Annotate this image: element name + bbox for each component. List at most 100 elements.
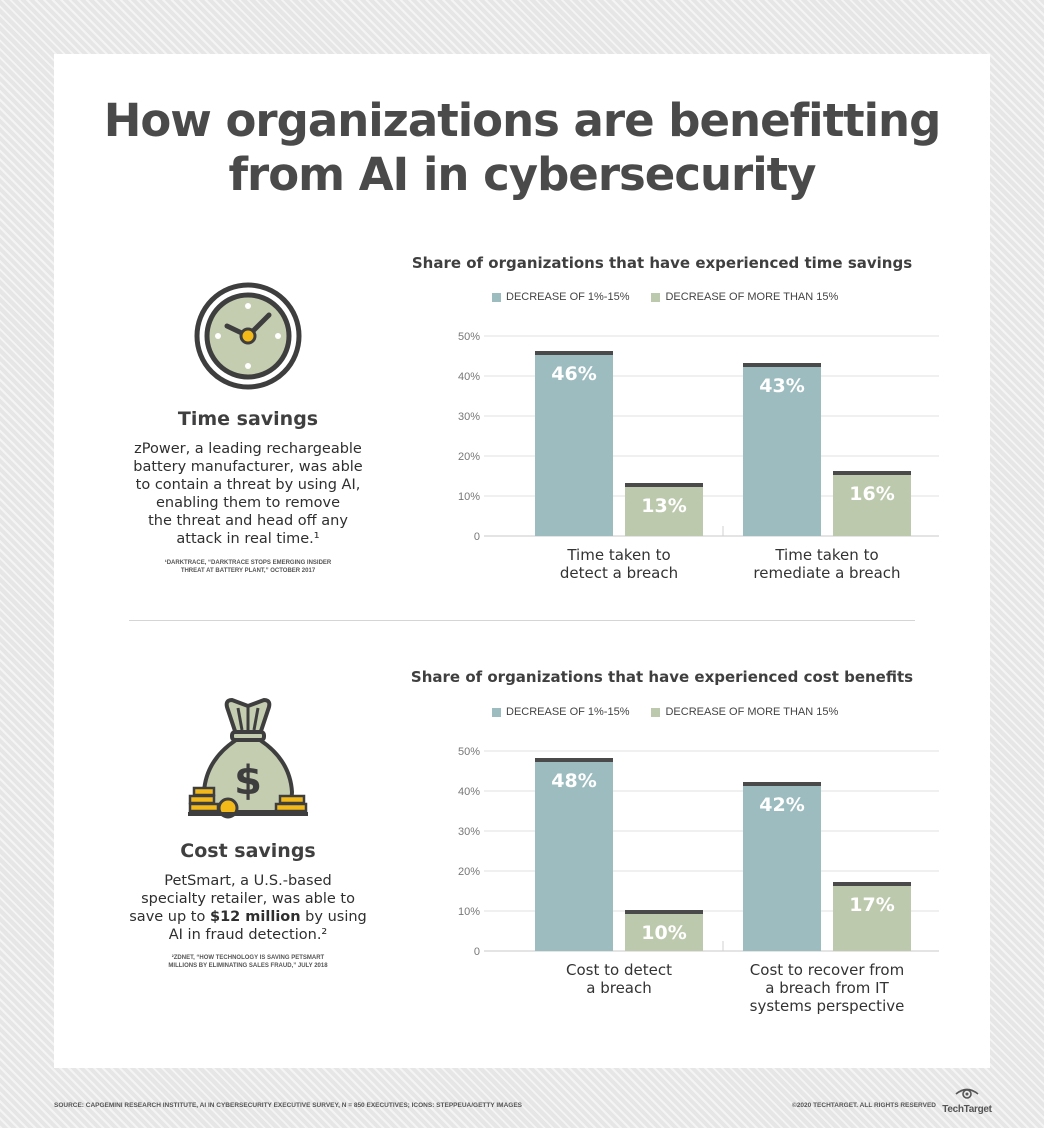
bar-cap [743, 782, 821, 786]
legend-swatch-series-2 [651, 292, 661, 302]
category-label: detect a breach [560, 564, 678, 582]
cost-savings-footnote: ²ZDNET, “HOW TECHNOLOGY IS SAVING PETSMA… [118, 954, 378, 970]
bar [833, 883, 911, 951]
logo-text: TechTarget [942, 1104, 992, 1115]
time-savings-footnote: ¹DARKTRACE, “DARKTRACE STOPS EMERGING IN… [118, 559, 378, 575]
svg-text:$: $ [234, 758, 262, 804]
bar-cap [625, 483, 703, 487]
y-tick-label: 0 [474, 946, 480, 958]
desc-line: save up to $12 million by using [118, 908, 378, 926]
bar-cap [625, 910, 703, 914]
legend-item-series-2: DECREASE OF MORE THAN 15% [651, 706, 838, 718]
bar-cap [833, 882, 911, 886]
chart-1-title: Share of organizations that have experie… [411, 254, 913, 272]
data-label: 13% [641, 495, 686, 517]
category-label: Cost to detect [566, 961, 672, 979]
legend-label-series-1: DECREASE OF 1%-15% [506, 706, 630, 718]
data-label: 43% [759, 375, 804, 397]
section-divider [129, 620, 915, 621]
cost-savings-heading: Cost savings [180, 840, 316, 862]
y-tick-label: 40% [458, 786, 480, 798]
legend-swatch-series-1 [492, 292, 501, 302]
desc-line: the threat and head off any [148, 513, 348, 529]
legend-label-series-2: DECREASE OF MORE THAN 15% [665, 706, 839, 718]
bar-cap [535, 758, 613, 762]
money-bag-icon: $ [188, 698, 308, 819]
chart-2-legend: DECREASE OF 1%-15% DECREASE OF MORE THAN… [492, 706, 838, 718]
legend-label-series-2: DECREASE OF MORE THAN 15% [665, 291, 839, 303]
chart-2-title: Share of organizations that have experie… [410, 668, 914, 686]
data-label: 10% [641, 922, 686, 944]
copyright-note: ©2020 TECHTARGET. ALL RIGHTS RESERVED [792, 1102, 936, 1109]
footnote-line: THREAT AT BATTERY PLANT,” OCTOBER 2017 [180, 568, 316, 574]
legend-label-series-1: DECREASE OF 1%-15% [506, 291, 630, 303]
source-note: SOURCE: CAPGEMINI RESEARCH INSTITUTE, AI… [54, 1102, 523, 1109]
desc-line: to contain a threat by using AI, [135, 477, 361, 493]
title-line-1: How organizations are benefitting [103, 94, 942, 147]
clock-icon [194, 282, 302, 390]
desc-line: zPower, a leading rechargeable [134, 441, 362, 457]
category-label: Time taken to [774, 546, 878, 564]
savings-amount: $12 million [209, 909, 301, 925]
bar-cap [535, 351, 613, 355]
y-tick-label: 10% [458, 491, 480, 503]
time-savings-heading: Time savings [177, 408, 319, 430]
desc-line: battery manufacturer, was able [133, 459, 363, 475]
category-label: remediate a breach [753, 564, 900, 582]
data-label: 17% [849, 894, 894, 916]
desc-text: by using [300, 909, 367, 925]
bar [625, 911, 703, 951]
bar [833, 472, 911, 536]
y-tick-label: 20% [458, 866, 480, 878]
chart-1-legend: DECREASE OF 1%-15% DECREASE OF MORE THAN… [492, 291, 838, 303]
page-title: How organizations are benefitting from A… [54, 94, 990, 202]
bar-cap [743, 363, 821, 367]
desc-line: AI in fraud detection.² [168, 927, 328, 943]
y-tick-label: 10% [458, 906, 480, 918]
bar [625, 484, 703, 536]
y-tick-label: 30% [458, 411, 480, 423]
time-savings-description: zPower, a leading rechargeable battery m… [118, 440, 378, 548]
category-label: Time taken to [566, 546, 670, 564]
y-tick-label: 50% [458, 331, 480, 343]
time-savings-bar-chart: 010%20%30%40%50%46%13%Time taken todetec… [458, 331, 939, 582]
desc-line: specialty retailer, was able to [141, 891, 355, 907]
desc-line: attack in real time.¹ [176, 531, 320, 547]
y-tick-label: 50% [458, 746, 480, 758]
bar [743, 364, 821, 536]
legend-item-series-1: DECREASE OF 1%-15% [492, 706, 629, 718]
title-line-2: from AI in cybersecurity [228, 148, 816, 201]
data-label: 16% [849, 483, 894, 505]
cost-savings-description: PetSmart, a U.S.-based specialty retaile… [118, 872, 378, 944]
y-tick-label: 40% [458, 371, 480, 383]
legend-swatch-series-2 [651, 707, 661, 717]
category-label: a breach from IT [765, 979, 889, 997]
bar [535, 352, 613, 536]
category-label: a breach [586, 979, 652, 997]
data-label: 42% [759, 794, 804, 816]
y-tick-label: 0 [474, 531, 480, 543]
legend-swatch-series-1 [492, 707, 501, 717]
infographic-card: How organizations are benefitting from A… [54, 54, 990, 1068]
techtarget-logo: TechTarget [940, 1086, 994, 1115]
y-tick-label: 30% [458, 826, 480, 838]
footnote-line: ²ZDNET, “HOW TECHNOLOGY IS SAVING PETSMA… [171, 955, 325, 961]
eye-logo-icon [955, 1088, 979, 1099]
data-label: 48% [551, 770, 596, 792]
category-label: systems perspective [750, 997, 905, 1015]
desc-line: PetSmart, a U.S.-based [164, 873, 332, 889]
data-label: 46% [551, 363, 596, 385]
legend-item-series-2: DECREASE OF MORE THAN 15% [651, 291, 838, 303]
desc-text: save up to [129, 909, 210, 925]
bar [743, 783, 821, 951]
footnote-line: MILLIONS BY ELIMINATING SALES FRAUD,” JU… [168, 963, 328, 969]
bar-cap [833, 471, 911, 475]
bar [535, 759, 613, 951]
chart-plot-area: 010%20%30%40%50%46%13%Time taken todetec… [458, 331, 939, 582]
desc-line: enabling them to remove [155, 495, 341, 511]
category-label: Cost to recover from [750, 961, 904, 979]
y-tick-label: 20% [458, 451, 480, 463]
footnote-line: ¹DARKTRACE, “DARKTRACE STOPS EMERGING IN… [164, 560, 332, 566]
